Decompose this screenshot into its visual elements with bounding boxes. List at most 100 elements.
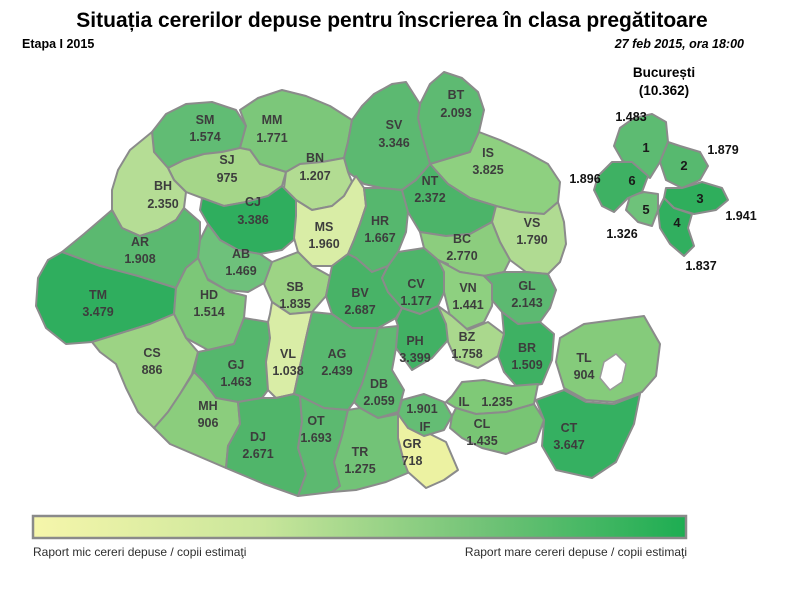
value-SV: 3.346 xyxy=(378,136,409,150)
value-CT: 3.647 xyxy=(553,438,584,452)
county-GL-shape xyxy=(483,271,557,325)
label-AB: AB xyxy=(232,247,250,261)
county-SJ-shape xyxy=(167,147,287,207)
value-SB: 1.835 xyxy=(279,297,310,311)
county-VN-shape xyxy=(437,259,495,331)
value-BN: 1.207 xyxy=(299,169,330,183)
value-NT: 2.372 xyxy=(414,191,445,205)
county-CT-shape xyxy=(535,389,641,479)
value-SM: 1.574 xyxy=(189,130,220,144)
label-CL: CL xyxy=(474,417,491,431)
label-BN: BN xyxy=(306,151,324,165)
label-IS: IS xyxy=(482,146,494,160)
label-CT: CT xyxy=(561,421,578,435)
label-AR: AR xyxy=(131,235,149,249)
page-title: Situația cererilor depuse pentru înscrie… xyxy=(76,9,707,32)
label-MM: MM xyxy=(262,113,283,127)
label-GR: GR xyxy=(403,437,422,451)
value-IL: 1.235 xyxy=(481,395,512,409)
county-TR-shape xyxy=(331,407,411,493)
value-GR: 718 xyxy=(402,454,423,468)
sector-4-shape xyxy=(657,197,695,257)
sector-2-value: 1.879 xyxy=(707,143,738,157)
value-HR: 1.667 xyxy=(364,231,395,245)
value-IF: 1.901 xyxy=(406,402,437,416)
value-DB: 2.059 xyxy=(363,394,394,408)
bucharest-total: (10.362) xyxy=(639,83,689,98)
value-HD: 1.514 xyxy=(193,305,224,319)
label-CV: CV xyxy=(407,277,425,291)
county-CL-shape xyxy=(449,403,545,455)
value-BH: 2.350 xyxy=(147,197,178,211)
bucharest-title: București xyxy=(633,65,695,80)
legend-high-label: Raport mare cereri depuse / copii estima… xyxy=(465,545,687,559)
label-BR: BR xyxy=(518,341,536,355)
label-SJ: SJ xyxy=(219,153,234,167)
label-AG: AG xyxy=(328,347,347,361)
label-BZ: BZ xyxy=(459,330,476,344)
stage-label: Etapa I 2015 xyxy=(22,37,94,51)
label-HD: HD xyxy=(200,288,218,302)
sector-6-number: 6 xyxy=(628,173,635,188)
value-GL: 2.143 xyxy=(511,296,542,310)
sector-6-value: 1.896 xyxy=(569,172,600,186)
label-BH: BH xyxy=(154,179,172,193)
label-NT: NT xyxy=(422,174,439,188)
label-IF: IF xyxy=(419,420,430,434)
label-GJ: GJ xyxy=(228,358,245,372)
label-TR: TR xyxy=(352,445,369,459)
value-GJ: 1.463 xyxy=(220,375,251,389)
label-VL: VL xyxy=(280,347,296,361)
label-TL: TL xyxy=(576,351,592,365)
value-VS: 1.790 xyxy=(516,233,547,247)
value-BR: 1.509 xyxy=(511,358,542,372)
value-CS: 886 xyxy=(142,363,163,377)
sector-2-number: 2 xyxy=(680,158,687,173)
sector-6-shape xyxy=(593,161,649,213)
sector-4-number: 4 xyxy=(673,215,681,230)
label-CJ: CJ xyxy=(245,195,261,209)
value-IS: 3.825 xyxy=(472,163,503,177)
bucharest-inset: București (10.362) 1 2 3 4 5 6 1.483 1.8… xyxy=(569,65,756,273)
sector-2-shape xyxy=(659,141,709,189)
legend: Raport mic cereri depuse / copii estimaţ… xyxy=(31,514,688,559)
county-IF-shape xyxy=(397,393,453,437)
value-AG: 2.439 xyxy=(321,364,352,378)
value-AR: 1.908 xyxy=(124,252,155,266)
label-GL: GL xyxy=(518,279,536,293)
label-CS: CS xyxy=(143,346,160,360)
value-MS: 1.960 xyxy=(308,237,339,251)
value-TL: 904 xyxy=(574,368,595,382)
label-BC: BC xyxy=(453,232,471,246)
label-SB: SB xyxy=(286,280,303,294)
label-OT: OT xyxy=(307,414,325,428)
romania-map xyxy=(35,71,661,497)
legend-low-label: Raport mic cereri depuse / copii estimaţ… xyxy=(33,545,246,559)
value-BT: 2.093 xyxy=(440,106,471,120)
label-PH: PH xyxy=(406,334,423,348)
label-SM: SM xyxy=(196,113,215,127)
legend-gradient-bar xyxy=(31,514,688,540)
value-OT: 1.693 xyxy=(300,431,331,445)
county-BR-shape xyxy=(497,311,555,389)
sector-3-value: 1.941 xyxy=(725,209,756,223)
label-IL: IL xyxy=(458,395,469,409)
value-VL: 1.038 xyxy=(272,364,303,378)
label-TM: TM xyxy=(89,288,107,302)
value-VN: 1.441 xyxy=(452,298,483,312)
value-TM: 3.479 xyxy=(82,305,113,319)
sector-1-number: 1 xyxy=(642,140,649,155)
county-SB-shape xyxy=(263,251,331,315)
county-AG-shape xyxy=(293,311,379,411)
county-DJ-shape xyxy=(225,393,307,497)
label-VS: VS xyxy=(524,216,541,230)
county-CV-shape xyxy=(381,247,449,315)
timestamp-label: 27 feb 2015, ora 18:00 xyxy=(614,37,744,51)
value-DJ: 2.671 xyxy=(242,447,273,461)
sector-3-number: 3 xyxy=(696,191,703,206)
value-SJ: 975 xyxy=(217,171,238,185)
value-PH: 3.399 xyxy=(399,351,430,365)
sector-1-value: 1.483 xyxy=(615,110,646,124)
